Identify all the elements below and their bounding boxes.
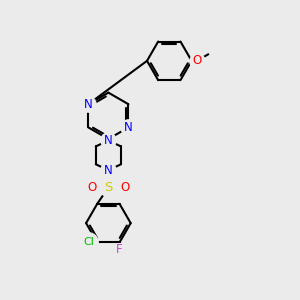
Text: O: O [120, 181, 129, 194]
Text: N: N [104, 164, 113, 177]
Text: O: O [192, 54, 202, 67]
Text: N: N [104, 134, 113, 147]
Text: N: N [84, 98, 93, 111]
Text: F: F [116, 243, 123, 256]
Text: S: S [104, 181, 112, 194]
Text: O: O [87, 181, 97, 194]
Text: N: N [124, 121, 133, 134]
Text: Cl: Cl [83, 237, 94, 248]
